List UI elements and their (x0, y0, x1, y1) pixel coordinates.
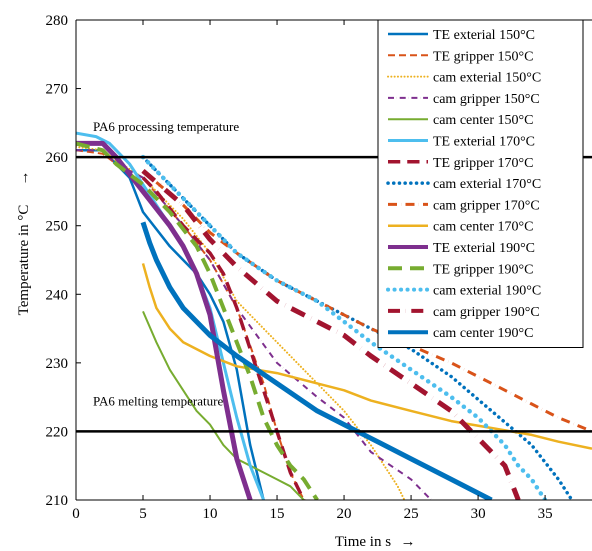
series-line-12 (76, 141, 319, 500)
y-tick-label: 270 (46, 82, 69, 98)
legend-entry-7: TE gripper 170°C (433, 156, 533, 171)
legend-entry-8: cam exterial 170°C (433, 177, 541, 192)
plot-lines (76, 131, 592, 500)
y-tick-label: 240 (46, 287, 69, 303)
reference-label-2: PA6 melting temperature (93, 393, 223, 408)
legend-entry-10: cam center 170°C (433, 220, 533, 235)
x-tick-label: 0 (72, 506, 80, 522)
y-tick-label: 220 (46, 424, 69, 440)
legend-entry-12: TE gripper 190°C (433, 262, 533, 277)
x-tick-label: 25 (404, 506, 419, 522)
axes: 0 5 10 15 20 25 30 35 210 220 230 240 250 260 270 280 (46, 13, 592, 522)
legend-entry-11: TE exterial 190°C (433, 241, 535, 256)
x-tick-label: 30 (471, 506, 486, 522)
legend: TE exterial 150°C TE gripper 150°C cam ext… (377, 19, 584, 348)
x-axis-label: Time in s (335, 534, 391, 550)
y-tick-label: 280 (46, 13, 69, 29)
series-line-1 (76, 149, 265, 500)
y-axis-label: Temperature in °C (16, 205, 32, 316)
x-tick-label: 35 (538, 506, 553, 522)
x-tick-label: 10 (203, 506, 218, 522)
series-line-15 (140, 221, 493, 500)
x-tick-label: 20 (337, 506, 352, 522)
x-tick-label: 5 (139, 506, 147, 522)
series-line-9 (142, 169, 592, 433)
y-tick-label: 230 (46, 356, 69, 372)
legend-entry-1: TE exterial 150°C (433, 28, 535, 43)
series-line-14 (141, 168, 521, 500)
legend-entry-3: cam exterial 150°C (433, 71, 541, 86)
y-axis-arrow: → (16, 171, 32, 186)
y-tick-label: 210 (46, 493, 69, 509)
legend-entry-4: cam gripper 150°C (433, 92, 540, 107)
legend-entry-2: TE gripper 150°C (433, 49, 533, 64)
x-axis-arrow: → (401, 534, 416, 550)
series-line-13 (140, 154, 548, 500)
legend-entry-14: cam gripper 190°C (433, 305, 540, 320)
series-line-5 (142, 311, 305, 500)
legend-entry-9: cam gripper 170°C (433, 198, 540, 213)
legend-entry-6: TE exterial 170°C (433, 135, 535, 150)
series-line-11 (76, 140, 253, 500)
series-line-7 (141, 176, 306, 500)
y-tick-label: 250 (46, 219, 69, 235)
y-tick-label: 260 (46, 150, 69, 166)
reference-label-1: PA6 processing temperature (93, 119, 239, 134)
legend-entry-15: cam center 190°C (433, 326, 533, 341)
x-tick-label: 15 (270, 506, 285, 522)
legend-entry-5: cam center 150°C (433, 113, 533, 128)
legend-entry-13: cam exterial 190°C (433, 284, 541, 299)
